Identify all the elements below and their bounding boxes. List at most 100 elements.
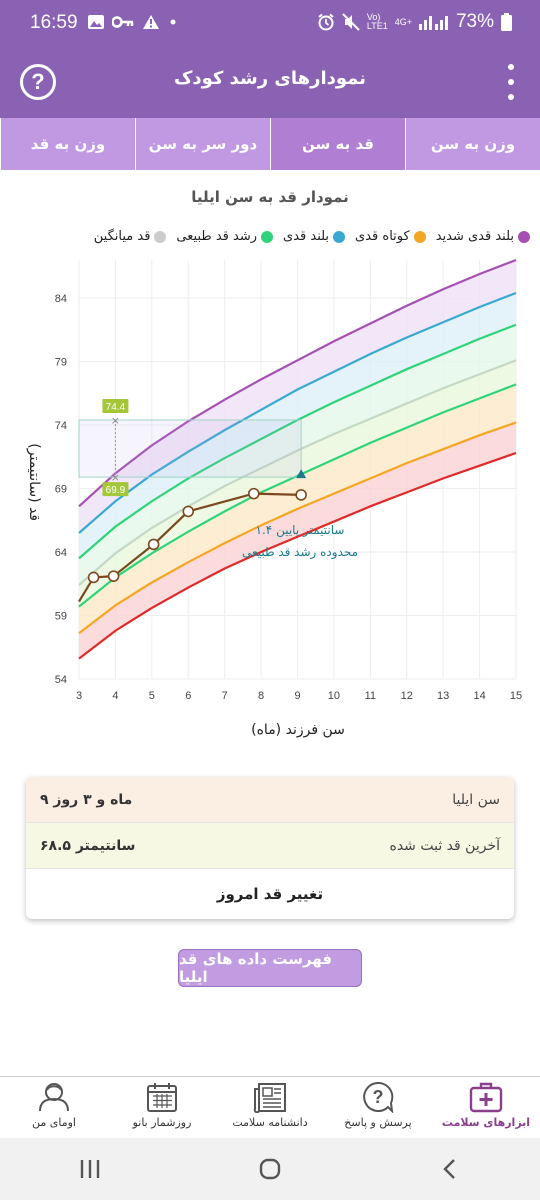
note-line-2: محدوده رشد قد طبیعی xyxy=(242,545,358,560)
legend-dot xyxy=(154,230,167,243)
newspaper-icon xyxy=(253,1083,286,1113)
child-height-point xyxy=(182,505,195,518)
lte-label: LTE1 xyxy=(366,21,388,31)
medical-kit-icon xyxy=(469,1082,503,1113)
alarm-icon xyxy=(318,13,334,31)
y-tick-label: 64 xyxy=(55,547,67,559)
percentile-line-severe-tall xyxy=(78,258,517,508)
battery-icon xyxy=(501,13,512,31)
percentile-line-tall xyxy=(78,291,517,534)
mute-icon xyxy=(342,13,360,31)
app-bar: ? نمودارهای رشد کودک xyxy=(0,46,540,118)
legend-dot xyxy=(413,230,426,243)
tab-height-for-age[interactable]: قد به سن xyxy=(270,118,405,170)
nav-health-tools[interactable]: ابزارهای سلامت xyxy=(432,1077,540,1138)
last-height-row: آخرین قد ثبت شده ۶۸.۵ سانتیمتر xyxy=(26,823,514,869)
annotation-label: 69.9 xyxy=(106,485,126,496)
child-height-point xyxy=(87,571,100,584)
annotation-badge xyxy=(102,398,129,413)
volte-label: Vo) xyxy=(366,12,381,22)
page-title: نمودارهای رشد کودک xyxy=(173,68,367,89)
y-tick-label: 79 xyxy=(55,357,67,369)
battery-percent: 73% xyxy=(455,11,494,32)
y-tick-label: 59 xyxy=(55,611,67,623)
percentile-band xyxy=(79,324,516,586)
status-time: 16:59 xyxy=(30,12,78,33)
percentile-line-average xyxy=(78,359,517,586)
info-card: سن ایلیا ۹ ماه و ۳ روز آخرین قد ثبت شده … xyxy=(26,777,514,919)
note-line-1: ۱.۴ سانتیمتر پایین xyxy=(256,523,345,538)
chart-legend: بلند قدی شدید کوتاه قدی بلند قدی رشد قد … xyxy=(94,229,530,244)
x-tick-label: 7 xyxy=(222,690,228,702)
x-tick-label: 14 xyxy=(473,690,485,702)
chart-tabs: وزن به سن قد به سن دور سر به سن وزن به ق… xyxy=(0,118,540,170)
percentile-band xyxy=(79,422,516,659)
status-bar: 16:59 Vo) LTE1 4G+ 73% xyxy=(0,0,540,46)
x-axis-label: سن فرزند (ماه) xyxy=(251,722,345,738)
x-tick-label: 3 xyxy=(76,690,82,702)
age-label: سن ایلیا xyxy=(452,791,500,808)
overflow-menu-button[interactable] xyxy=(504,64,518,100)
nav-calendar[interactable]: روزشمار بانو xyxy=(108,1077,216,1138)
age-value: ۹ ماه و ۳ روز xyxy=(40,791,133,808)
percentile-band xyxy=(79,293,516,559)
legend-dot xyxy=(518,230,530,243)
legend-item[interactable]: بلند قدی شدید xyxy=(436,229,530,244)
help-button[interactable]: ? xyxy=(20,64,56,100)
tab-weight-for-age[interactable]: وزن به سن xyxy=(405,118,540,170)
legend-dot xyxy=(261,230,274,243)
y-axis-label: قد (سانتیمتر) xyxy=(26,443,42,521)
child-height-point xyxy=(107,570,120,582)
change-height-button[interactable]: تغییر قد امروز xyxy=(216,885,324,903)
x-tick-label: 8 xyxy=(258,690,264,702)
recent-apps-icon[interactable] xyxy=(78,1158,102,1180)
x-tick-label: 9 xyxy=(294,690,300,702)
network-label: 4G+ xyxy=(394,17,412,27)
legend-item[interactable]: بلند قدی xyxy=(283,229,346,244)
nav-qa[interactable]: ? پرسش و پاسخ xyxy=(324,1077,432,1138)
x-tick-label: 5 xyxy=(149,690,155,702)
home-icon[interactable] xyxy=(258,1157,282,1181)
tab-head-for-age[interactable]: دور سر به سن xyxy=(135,118,270,170)
last-height-label: آخرین قد ثبت شده xyxy=(389,837,501,854)
x-tick-label: 11 xyxy=(365,690,376,702)
legend-item[interactable]: کوتاه قدی xyxy=(355,229,426,244)
legend-item[interactable]: قد میانگین xyxy=(94,229,167,244)
percentile-band xyxy=(79,360,516,607)
annotation-marker: × xyxy=(111,414,120,427)
back-icon[interactable] xyxy=(438,1157,462,1181)
system-nav-bar xyxy=(0,1138,540,1200)
signal-icon xyxy=(418,16,448,30)
child-height-point xyxy=(295,489,307,501)
x-tick-label: 6 xyxy=(185,690,191,702)
annotation-badge xyxy=(102,482,129,497)
svg-text:?: ? xyxy=(373,1087,384,1107)
y-tick-label: 54 xyxy=(55,674,67,686)
tab-weight-for-height[interactable]: وزن به قد xyxy=(0,118,135,170)
height-list-button[interactable]: فهرست داده های قد ایلیا xyxy=(178,949,362,987)
warning-icon xyxy=(143,15,159,29)
y-tick-label: 74 xyxy=(55,420,67,432)
nav-profile[interactable]: اومای من xyxy=(0,1077,108,1138)
chart-title: نمودار قد به سن ایلیا xyxy=(191,188,349,206)
x-tick-label: 13 xyxy=(437,690,449,702)
profile-icon xyxy=(39,1083,69,1112)
child-height-point xyxy=(147,538,160,551)
help-icon: ? xyxy=(31,69,45,94)
last-height-value: ۶۸.۵ سانتیمتر xyxy=(40,837,136,854)
percentile-line-severe-short xyxy=(78,451,517,660)
percentile-line-short xyxy=(78,421,517,635)
key-icon xyxy=(112,16,134,28)
nav-encyclopedia[interactable]: دانشنامه سلامت xyxy=(216,1077,324,1138)
x-tick-label: 12 xyxy=(401,690,413,702)
x-tick-label: 15 xyxy=(510,690,522,702)
legend-item[interactable]: رشد قد طبیعی xyxy=(176,229,274,244)
age-row: سن ایلیا ۹ ماه و ۳ روز xyxy=(26,777,514,823)
legend-dot xyxy=(333,230,346,243)
reference-band xyxy=(78,419,302,478)
bottom-nav: ابزارهای سلامت ? پرسش و پاسخ دانشنامه سل… xyxy=(0,1076,540,1138)
y-tick-label: 84 xyxy=(55,293,67,305)
current-age-marker xyxy=(296,469,307,479)
gallery-icon xyxy=(88,15,104,29)
